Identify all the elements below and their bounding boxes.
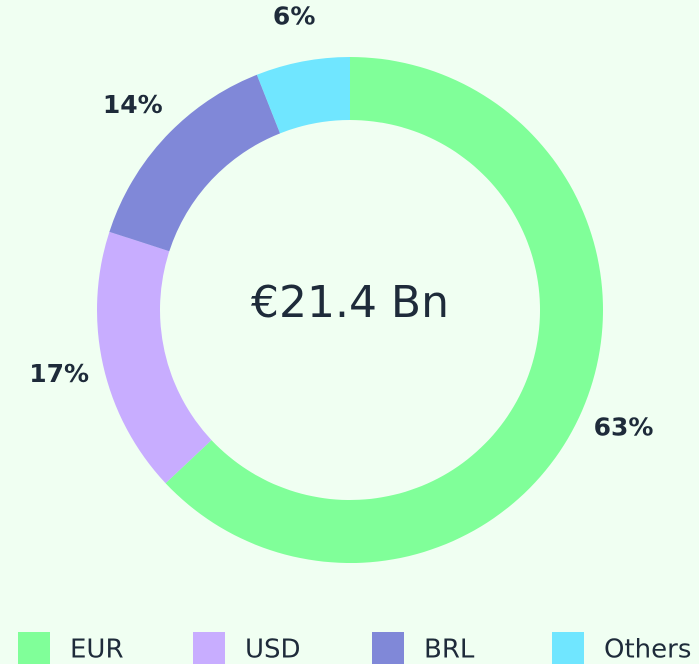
value-label: 6% bbox=[273, 1, 315, 30]
legend-label: BRL bbox=[424, 635, 475, 664]
legend-swatch bbox=[193, 632, 225, 664]
donut-segment bbox=[109, 74, 281, 252]
donut-segment bbox=[165, 57, 604, 563]
legend-label: USD bbox=[245, 635, 301, 664]
legend-swatch bbox=[372, 632, 404, 664]
legend-label: EUR bbox=[70, 635, 124, 664]
legend-swatch bbox=[18, 632, 50, 664]
value-label: 14% bbox=[103, 90, 163, 119]
center-label: €21.4 Bn bbox=[251, 277, 449, 328]
value-label: 63% bbox=[594, 412, 654, 441]
donut-segment bbox=[256, 57, 350, 134]
value-label: 17% bbox=[29, 359, 89, 388]
legend-swatch bbox=[552, 632, 584, 664]
donut-segment bbox=[96, 231, 212, 484]
legend-label: Others bbox=[604, 635, 691, 664]
